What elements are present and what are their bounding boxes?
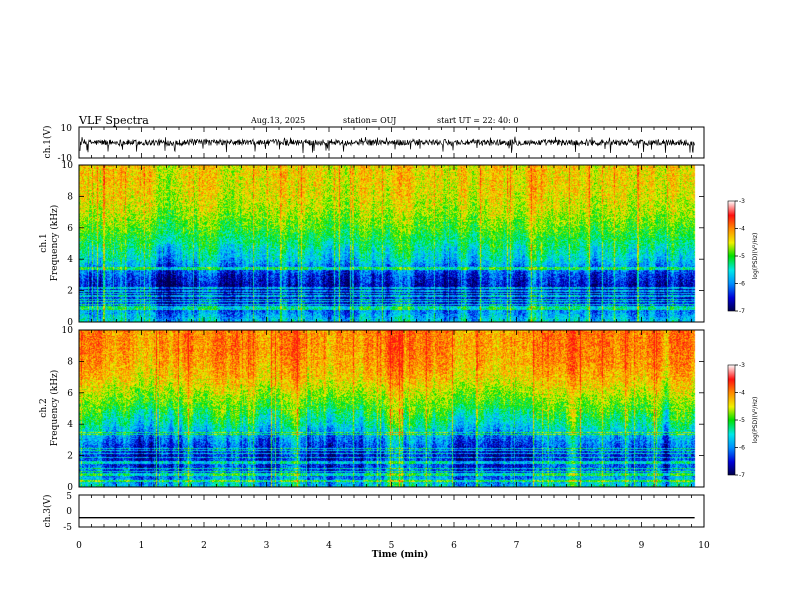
- ch2-spectrogram-panel: 0 2 4 6 8 10 ch.2 Frequency (kHz): [39, 326, 705, 493]
- ch1-spectrogram-image: [79, 165, 704, 322]
- ch2-colorbar: -3 -4 -5 -6 -7 log(PSD)(V²/Hz): [727, 362, 759, 479]
- ch2-colorbar-label: log(PSD)(V²/Hz): [752, 397, 759, 444]
- ch1-colorbar-tick-label: -7: [739, 308, 745, 315]
- time-tick-label: 2: [201, 541, 207, 551]
- ch3-ytick-top: 5: [66, 492, 72, 502]
- ch1-ytick-bottom: -10: [58, 154, 73, 164]
- ch2-ylabel-frequency: Frequency (kHz): [49, 370, 60, 447]
- ch1-ytick-top: 10: [61, 124, 73, 134]
- ch1-colorbar-label: log(PSD)(V²/Hz): [752, 233, 759, 280]
- ch2-colorbar-tick-label: -3: [739, 362, 745, 369]
- ch3-waveform-background: [79, 495, 704, 527]
- date-label: Aug.13, 2025: [250, 116, 305, 125]
- ch1-colorbar-tick-label: -5: [739, 253, 745, 260]
- ch2-colorbar-tick-label: -6: [739, 445, 745, 452]
- ch1-spectrogram-ytick-label: 6: [67, 224, 73, 234]
- time-tick-label: 9: [639, 541, 645, 551]
- ch2-spectrogram-ytick-label: 8: [67, 357, 73, 367]
- ch2-colorbar-tick-label: -7: [739, 472, 745, 479]
- time-tick-label: 7: [514, 541, 520, 551]
- ch1-spectrogram-panel: 0 2 4 6 8 10 ch.1 Frequency (kHz): [39, 161, 705, 328]
- start-time-label: start UT = 22: 40: 0: [437, 116, 518, 125]
- ch2-colorbar-tick-label: -5: [739, 417, 745, 424]
- ch1-colorbar: -3 -4 -5 -6 -7 log(PSD)(V²/Hz): [727, 198, 759, 315]
- ch2-ylabel-channel: ch.2: [39, 398, 49, 417]
- ch3-ylabel: ch.3(V): [42, 495, 53, 528]
- ch2-spectrogram-image: [79, 330, 704, 487]
- ch1-colorbar-tick-label: -6: [739, 281, 745, 288]
- ch1-colorbar-tick-label: -4: [739, 226, 745, 233]
- time-tick-label: 4: [326, 541, 332, 551]
- ch1-ylabel-frequency: Frequency (kHz): [49, 205, 60, 282]
- time-tick-label: 8: [576, 541, 582, 551]
- ch2-spectrogram-ytick-label: 6: [67, 389, 73, 399]
- ch3-ytick-bottom: -5: [63, 523, 72, 533]
- ch1-spectrogram-ytick-label: 8: [67, 192, 73, 202]
- time-tick-label: 6: [451, 541, 457, 551]
- time-tick-label: 1: [139, 541, 145, 551]
- time-axis-title: Time (min): [372, 549, 429, 560]
- ch1-colorbar-bar: [727, 200, 736, 312]
- ch2-spectrogram-ytick-label: 4: [67, 420, 73, 430]
- ch1-colorbar-tick-label: -3: [739, 198, 745, 205]
- ch3-waveform-panel: 5 0 -5 ch.3(V): [42, 492, 705, 533]
- time-tick-label: 10: [698, 541, 710, 551]
- ch2-spectrogram-ytick-label: 10: [62, 326, 74, 336]
- time-tick-label: 5: [389, 541, 395, 551]
- ch1-ylabel-channel: ch.1: [39, 233, 49, 252]
- ch2-spectrogram-ytick-label: 0: [67, 483, 73, 493]
- time-axis-labels: 0 1 2 3 4 5 6 7 8 9 10: [76, 541, 710, 551]
- ch2-colorbar-bar: [727, 364, 736, 476]
- time-tick-label: 3: [264, 541, 270, 551]
- ch2-colorbar-tick-label: -4: [739, 390, 745, 397]
- time-tick-label: 0: [76, 541, 82, 551]
- ch3-ytick-mid: 0: [66, 507, 72, 517]
- figure-title: VLF Spectra: [78, 114, 149, 127]
- ch1-spectrogram-ytick-label: 4: [67, 255, 73, 265]
- ch1-spectrogram-ytick-label: 10: [62, 161, 74, 171]
- station-label: station= OUJ: [343, 116, 396, 125]
- ch2-spectrogram-ytick-label: 2: [67, 452, 73, 462]
- time-axis-ticks: [78, 127, 705, 527]
- ch1-waveform-trace: [79, 136, 695, 154]
- ch1-spectrogram-ytick-label: 0: [67, 318, 73, 328]
- ch1-ylabel: ch.1(V): [42, 126, 53, 159]
- ch1-spectrogram-ytick-label: 2: [67, 287, 73, 297]
